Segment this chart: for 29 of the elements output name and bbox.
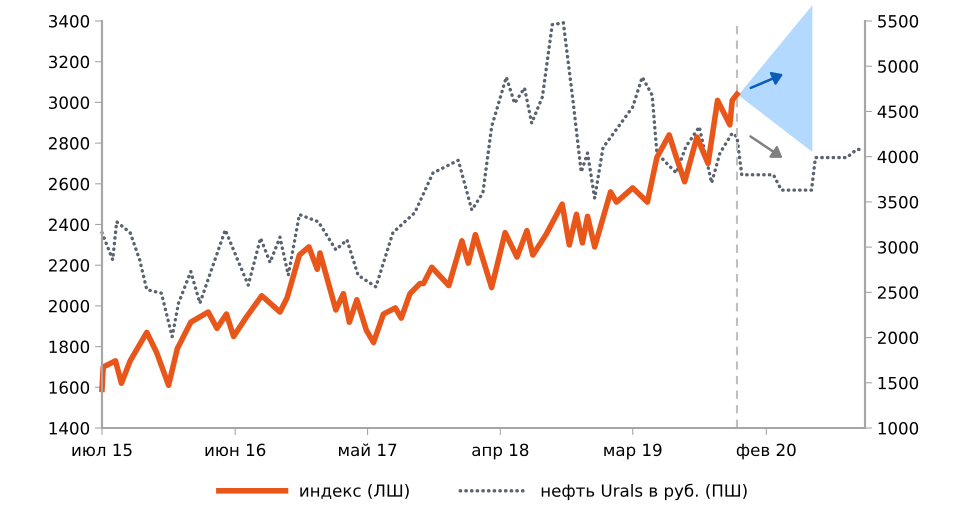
y-tick-label: 2600 [49,178,90,190]
y2-tick-label: 2000 [878,332,918,344]
y-tick-label: 1800 [50,340,90,354]
x-tick-label: фев 20 [736,444,796,460]
y2-tick-label: 3500 [878,196,918,208]
x-tick-label: июл 15 [72,444,132,456]
y2-tick-label: 1500 [878,376,918,390]
x-tick-label: апр 18 [472,444,528,460]
y-tick-label: 3400 [49,14,90,28]
y2-tick-label: 5500 [878,14,918,28]
y-tick-label: 2400 [49,218,90,232]
y2-tick-label: 1000 [878,422,918,435]
y2-tick-label: 4500 [878,105,918,118]
x-tick-label: мар 19 [604,444,662,460]
legend-label: нефть Urals в руб. (ПШ) [542,484,747,500]
y-tick-label: 2800 [49,137,90,150]
x-tick-label: май 17 [339,443,396,456]
y-tick-label: 1600 [50,381,90,394]
y-tick-label: 3200 [49,56,90,68]
x-tick-label: июн 16 [206,444,266,456]
y2-tick-label: 2500 [878,286,918,299]
y-tick-label: 3000 [49,96,90,109]
legend-label: индекс (ЛШ) [300,484,409,499]
y2-tick-label: 3000 [878,241,918,254]
y2-tick-label: 5000 [878,60,918,73]
y-tick-label: 2200 [49,259,90,272]
y2-tick-label: 4000 [878,150,918,164]
y-tick-label: 1400 [50,422,90,435]
y-tick-label: 2000 [49,300,90,312]
